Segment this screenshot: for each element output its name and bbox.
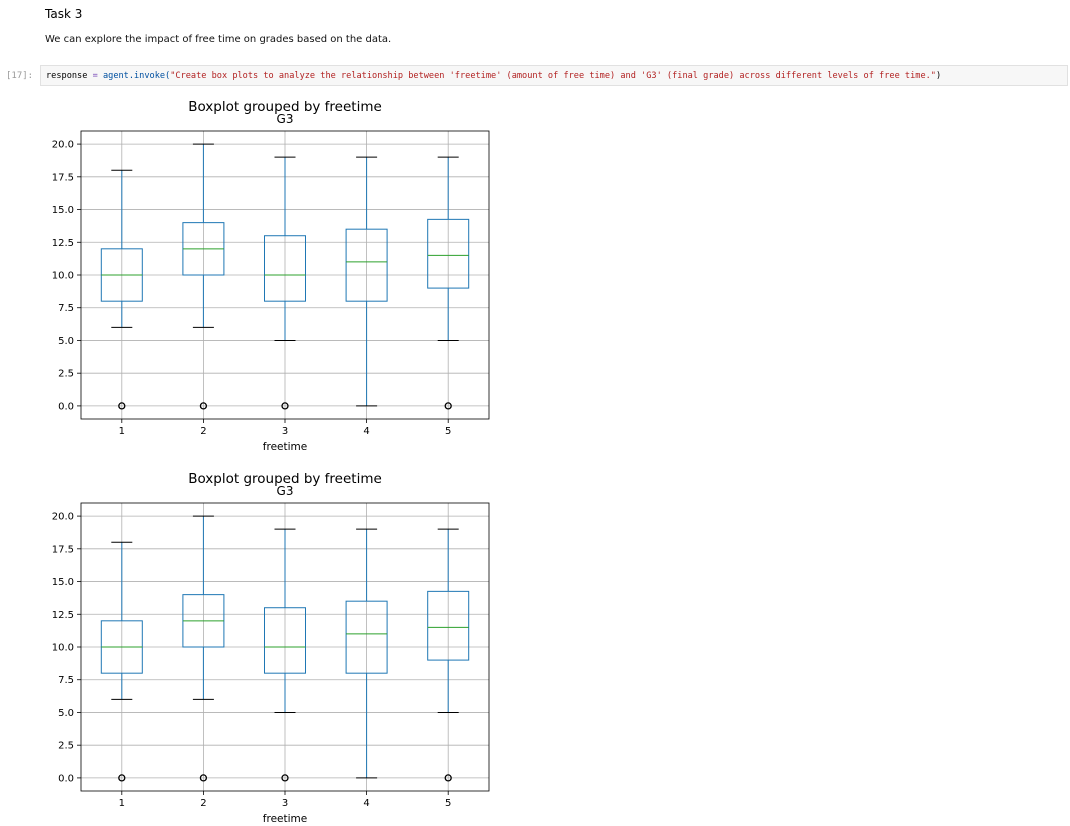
x-tick-label: 1 <box>119 798 125 809</box>
y-tick-label: 20.0 <box>52 140 74 151</box>
box-2 <box>182 143 225 410</box>
chart-title: G3 <box>277 484 294 498</box>
y-tick-label: 5.0 <box>58 336 74 347</box>
markdown-text: We can explore the impact of free time o… <box>45 34 392 45</box>
chart-title: G3 <box>277 112 294 126</box>
outlier-point <box>281 402 289 410</box>
outlier-point <box>444 774 452 782</box>
iqr-box <box>345 228 388 302</box>
outlier-point <box>199 774 208 782</box>
box-1 <box>100 541 143 782</box>
y-tick-label: 15.0 <box>52 205 74 216</box>
x-tick-label: 5 <box>445 798 451 809</box>
outlier-point <box>118 774 126 782</box>
iqr-box <box>427 218 470 289</box>
y-tick-label: 10.0 <box>52 271 74 282</box>
y-tick-label: 10.0 <box>52 643 74 654</box>
y-tick-label: 0.0 <box>58 401 74 412</box>
box-4 <box>345 528 388 779</box>
x-tick-label: 2 <box>200 426 206 437</box>
iqr-box <box>264 235 306 302</box>
chart-suptitle: Boxplot grouped by freetime <box>188 99 382 115</box>
code-call: agent.invoke( <box>102 71 171 81</box>
box-5 <box>427 156 470 410</box>
y-tick-label: 17.5 <box>52 544 74 555</box>
iqr-box <box>427 590 470 661</box>
x-tick-label: 5 <box>445 426 451 437</box>
x-tick-label: 4 <box>363 426 369 437</box>
x-tick-label: 4 <box>363 798 369 809</box>
y-tick-label: 17.5 <box>52 172 74 183</box>
box-2 <box>182 515 225 782</box>
code-string: "Create box plots to analyze the relatio… <box>170 71 936 81</box>
code-cell-input[interactable]: response = agent.invoke("Create box plot… <box>40 65 1068 86</box>
x-tick-label: 1 <box>119 426 125 437</box>
iqr-box <box>264 607 306 674</box>
y-tick-label: 20.0 <box>52 512 74 523</box>
outlier-point <box>444 402 452 410</box>
cell-prompt: [17]: <box>6 71 34 81</box>
outlier-point <box>199 402 208 410</box>
y-tick-label: 0.0 <box>58 773 74 784</box>
chart-suptitle: Boxplot grouped by freetime <box>188 471 382 487</box>
x-axis-label: freetime <box>263 813 307 825</box>
code-close-paren: ) <box>935 71 942 81</box>
y-tick-label: 5.0 <box>58 708 74 719</box>
box-5 <box>427 528 470 782</box>
y-tick-label: 15.0 <box>52 577 74 588</box>
boxplot-chart-2: 0.0 2.5 5.0 7.5 10.0 12.5 15.0 17.5 20.0 1 2 3 4 5 Box… <box>52 471 490 825</box>
axes-frame <box>80 130 490 420</box>
x-tick-label: 3 <box>282 798 288 809</box>
outlier-point <box>281 774 289 782</box>
iqr-box <box>345 600 388 674</box>
y-tick-label: 12.5 <box>52 238 74 249</box>
y-tick-label: 2.5 <box>58 741 74 752</box>
boxplot-chart-1: 0.0 2.5 5.0 7.5 10.0 12.5 15.0 17.5 20.0 1 2 3 4 5 Box… <box>52 99 490 453</box>
markdown-heading: Task 3 <box>45 7 83 21</box>
box-3 <box>264 528 306 782</box>
x-axis-label: freetime <box>263 441 307 453</box>
box-4 <box>345 156 388 407</box>
box-3 <box>264 156 306 410</box>
y-tick-label: 2.5 <box>58 369 74 380</box>
code-variable: response <box>46 71 88 81</box>
code-operator: = <box>92 71 98 81</box>
y-tick-label: 7.5 <box>58 303 74 314</box>
outlier-point <box>118 402 126 410</box>
axes-frame <box>80 502 490 792</box>
y-tick-label: 7.5 <box>58 675 74 686</box>
x-tick-label: 2 <box>200 798 206 809</box>
x-tick-label: 3 <box>282 426 288 437</box>
y-tick-label: 12.5 <box>52 610 74 621</box>
box-1 <box>100 169 143 410</box>
